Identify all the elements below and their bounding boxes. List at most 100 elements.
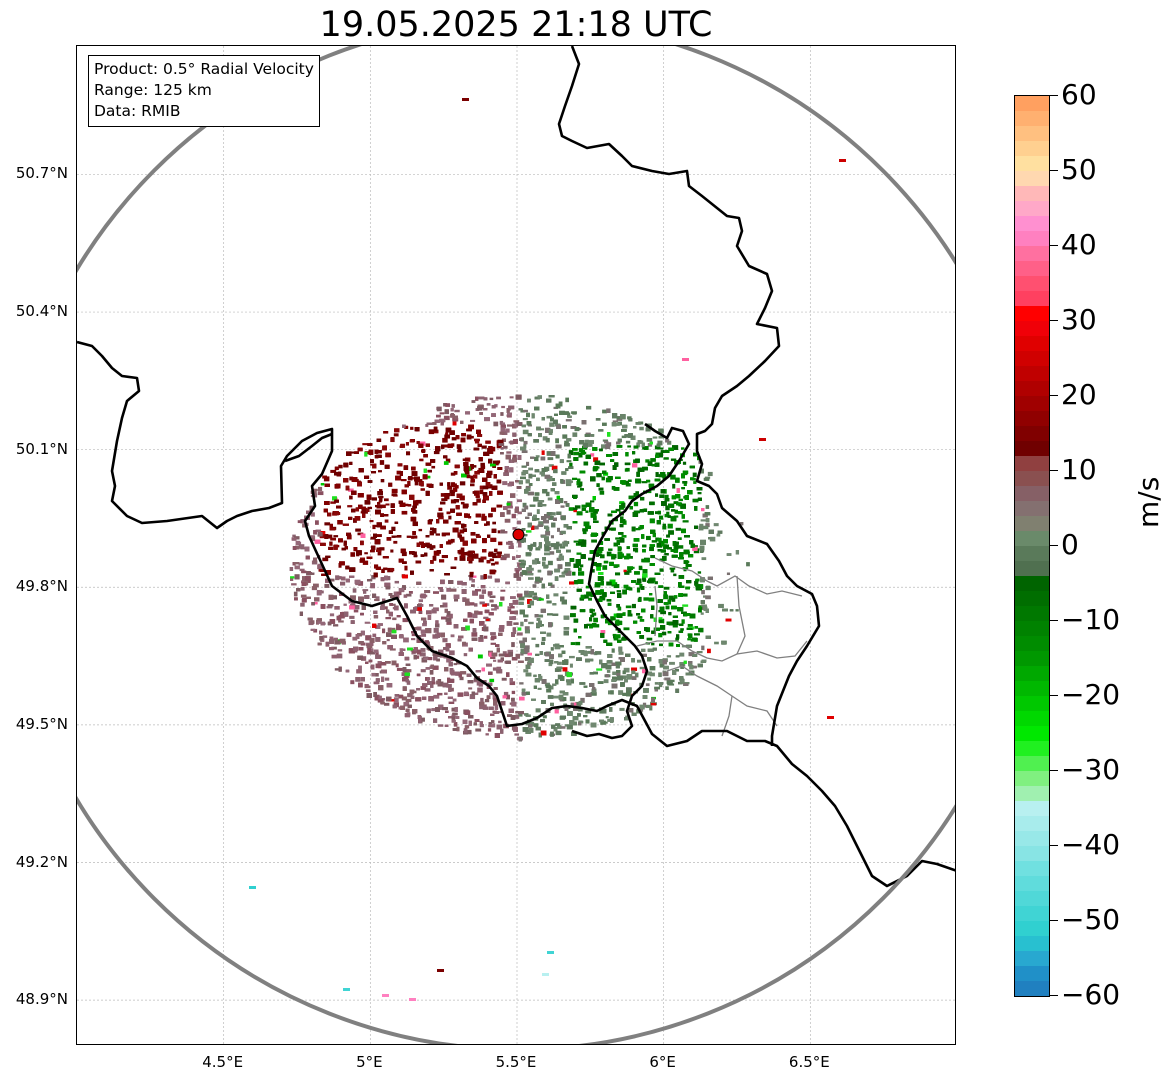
- velocity-pixel: [666, 655, 672, 658]
- velocity-pixel: [511, 642, 515, 648]
- velocity-pixel: [581, 507, 587, 512]
- velocity-pixel: [367, 506, 373, 510]
- velocity-pixel: [692, 472, 697, 477]
- velocity-pixel: [416, 499, 422, 504]
- velocity-pixel: [527, 424, 532, 427]
- velocity-pixel: [361, 656, 367, 661]
- velocity-pixel: [665, 686, 669, 690]
- velocity-pixel: [468, 687, 473, 690]
- velocity-pixel: [428, 429, 435, 435]
- velocity-pixel: [399, 648, 403, 653]
- velocity-pixel: [579, 564, 584, 568]
- velocity-pixel: [313, 583, 319, 588]
- velocity-pixel: [449, 489, 456, 494]
- velocity-pixel: [535, 708, 541, 713]
- velocity-pixel: [547, 560, 553, 566]
- velocity-pixel: [675, 527, 681, 531]
- velocity-pixel: [649, 705, 653, 711]
- velocity-pixel: [619, 707, 625, 711]
- velocity-pixel: [545, 437, 550, 443]
- velocity-pixel: [480, 575, 486, 580]
- velocity-pixel: [659, 472, 666, 477]
- velocity-pixel: [405, 669, 412, 673]
- velocity-pixel: [538, 428, 545, 431]
- velocity-pixel: [396, 470, 401, 475]
- velocity-pixel: [394, 580, 400, 584]
- velocity-pixel: [438, 516, 444, 520]
- velocity-pixel: [524, 657, 531, 661]
- velocity-pixel: [585, 510, 589, 513]
- velocity-pixel: [446, 621, 452, 625]
- velocity-pixel: [442, 638, 448, 643]
- velocity-pixel: [393, 540, 398, 544]
- velocity-pixel: [591, 612, 597, 616]
- velocity-pixel: [545, 491, 550, 497]
- velocity-pixel: [584, 594, 589, 599]
- velocity-pixel: [528, 483, 533, 487]
- velocity-pixel: [314, 539, 321, 544]
- velocity-pixel: [363, 591, 367, 594]
- velocity-pixel: [375, 651, 379, 656]
- velocity-pixel: [575, 701, 582, 707]
- velocity-pixel: [590, 706, 595, 710]
- velocity-pixel: [646, 637, 653, 641]
- velocity-pixel: [709, 536, 716, 542]
- velocity-pixel: [433, 694, 440, 699]
- velocity-pixel: [384, 498, 389, 502]
- velocity-pixel: [572, 477, 578, 481]
- velocity-pixel: [479, 621, 485, 626]
- velocity-pixel: [419, 652, 424, 657]
- velocity-pixel: [391, 488, 398, 494]
- velocity-pixel: [297, 520, 303, 524]
- velocity-pixel: [352, 636, 358, 641]
- velocity-pixel: [562, 667, 568, 672]
- velocity-pixel: [503, 445, 508, 449]
- velocity-pixel: [449, 650, 455, 656]
- velocity-pixel: [418, 528, 423, 532]
- velocity-pixel: [366, 643, 373, 649]
- velocity-pixel: [623, 667, 630, 673]
- velocity-pixel: [350, 680, 355, 685]
- velocity-pixel: [431, 465, 436, 469]
- velocity-pixel: [425, 443, 431, 447]
- velocity-pixel: [535, 455, 540, 458]
- velocity-pixel: [346, 451, 352, 456]
- velocity-pixel: [315, 520, 319, 525]
- velocity-pixel: [445, 432, 449, 435]
- velocity-pixel: [478, 557, 484, 563]
- velocity-pixel: [593, 457, 599, 462]
- velocity-pixel: [546, 594, 550, 599]
- velocity-pixel: [693, 452, 698, 457]
- velocity-pixel: [682, 481, 688, 484]
- velocity-pixel: [662, 525, 667, 530]
- velocity-pixel: [661, 631, 667, 636]
- velocity-pixel: [451, 404, 455, 408]
- velocity-pixel: [666, 679, 672, 684]
- velocity-pixel: [658, 540, 665, 544]
- velocity-pixel: [651, 540, 658, 543]
- velocity-pixel: [612, 420, 619, 423]
- velocity-pixel: [704, 476, 711, 479]
- velocity-pixel: [705, 523, 710, 528]
- velocity-pixel: [544, 466, 550, 472]
- velocity-pixel: [580, 544, 587, 547]
- velocity-pixel: [647, 671, 653, 676]
- velocity-pixel: [654, 445, 661, 450]
- velocity-pixel: [544, 682, 550, 687]
- velocity-pixel: [445, 403, 451, 407]
- velocity-pixel: [404, 565, 408, 571]
- velocity-pixel: [665, 505, 670, 511]
- velocity-pixel: [538, 675, 543, 681]
- velocity-pixel: [528, 621, 534, 625]
- velocity-pixel: [500, 589, 506, 592]
- velocity-pixel: [474, 440, 480, 444]
- velocity-pixel: [563, 501, 568, 504]
- velocity-pixel: [374, 598, 380, 602]
- velocity-pixel: [405, 663, 411, 667]
- velocity-pixel: [652, 436, 658, 439]
- map-title: 19.05.2025 21:18 UTC: [319, 5, 713, 45]
- velocity-pixel: [396, 667, 403, 671]
- velocity-pixel: [481, 515, 487, 521]
- velocity-pixel: [386, 639, 390, 642]
- velocity-pixel: [548, 662, 553, 667]
